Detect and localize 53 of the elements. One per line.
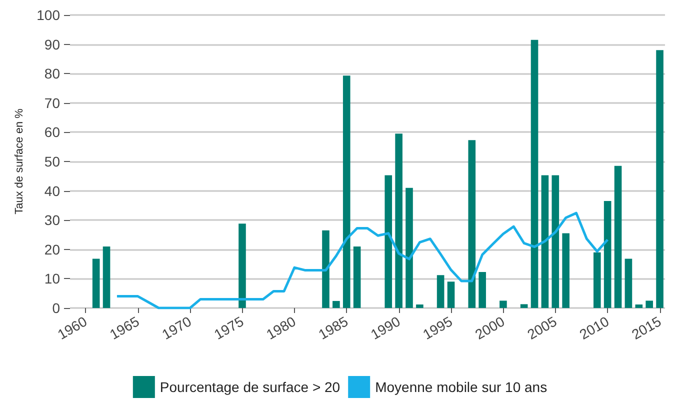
bar [238,224,246,308]
bar [646,300,653,308]
bar [395,134,402,308]
y-axis-title: Taux de surface en % [14,108,26,214]
bar [635,304,643,308]
x-tick-label: 1995 [420,312,456,342]
x-tick-label: 1970 [159,312,194,342]
x-tick-label: 2010 [576,312,612,342]
bar [92,258,100,308]
bar [604,201,612,308]
line-series [116,212,609,310]
y-tick-label: 80 [44,66,60,82]
bar [416,304,424,308]
x-tick-label: 2015 [628,312,664,342]
bar [353,246,361,308]
x-tick-label: 2000 [472,312,508,342]
x-tick-label: 1975 [211,312,246,342]
bar [552,175,560,308]
bar [384,175,392,308]
bar [520,304,528,308]
bar [322,230,330,308]
bar [593,252,601,308]
bar [562,233,570,308]
legend-label: Pourcentage de surface > 20 [160,379,340,395]
y-tick-label: 30 [44,212,60,228]
y-tick-label: 20 [44,241,60,258]
y-tick-label: 70 [44,94,60,111]
bar [614,166,622,308]
x-tick-label: 1965 [106,312,142,342]
bar [468,140,476,308]
bar [500,300,507,308]
bar [447,282,455,308]
x-tick-label: 1980 [263,312,299,342]
bar [624,258,632,308]
y-tick-label: 40 [44,182,60,199]
y-tick-label: 10 [44,270,60,287]
bar [656,50,664,308]
bar [436,275,444,308]
x-tick-label: 2005 [524,312,560,342]
y-tick-label: 50 [44,154,60,170]
bar [102,246,110,308]
bar [406,188,413,308]
x-tick-label: 1985 [316,312,351,342]
x-tick-label: 1990 [368,312,403,342]
y-tick-label: 90 [44,36,60,52]
bar [342,76,350,308]
bar [332,300,340,308]
bar [541,175,549,308]
legend-label: Moyenne mobile sur 10 ans [375,379,548,395]
y-tick-label: 100 [36,7,60,23]
bar [478,272,486,308]
y-tick-label: 60 [44,124,60,140]
bar [530,40,538,308]
